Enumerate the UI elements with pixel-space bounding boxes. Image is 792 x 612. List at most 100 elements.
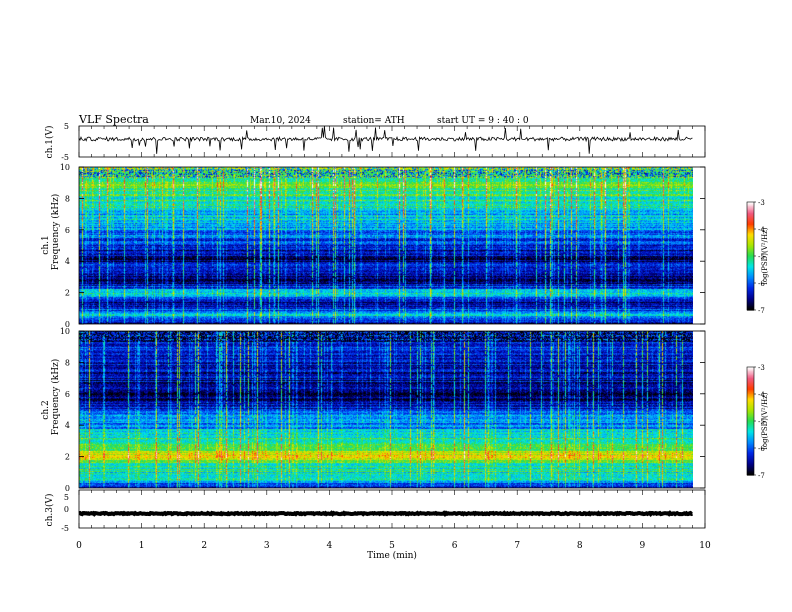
ch1-colorbar-segment	[747, 293, 754, 296]
ch1-colorbar-segment	[747, 237, 754, 240]
ch1-waveform-panel: 5 -5 ch.1(V)	[44, 122, 706, 162]
ch1-colorbar-segment	[747, 261, 754, 264]
ch1-colorbar-segment	[747, 253, 754, 256]
ch1-colorbar-segment	[747, 270, 754, 273]
ch1-spec-ytick-2: 2	[65, 289, 70, 298]
ch2-colorbar-segment	[747, 419, 754, 422]
ch1-colorbar-segment	[747, 229, 754, 231]
ch2-colorbar-segment	[747, 392, 754, 395]
ch2-colorbar-segment	[747, 384, 754, 387]
ch1-colorbar-segment	[747, 273, 754, 276]
ch2-colorbar-segment	[747, 372, 754, 375]
ch1-colorbar-segment	[747, 300, 754, 303]
ch2-colorbar-segment	[747, 414, 754, 417]
ch1-colorbar-segment	[747, 303, 754, 306]
ch1-colorbar-segment	[747, 238, 754, 241]
ch2-colorbar-segment	[747, 388, 754, 391]
ch2-colorbar-segment	[747, 435, 754, 438]
ch2-spec-ytick-4: 4	[65, 421, 70, 430]
ch2-colorbar-segment	[747, 437, 754, 440]
station-label: station= ATH	[343, 116, 405, 126]
ch1-waveform-line	[78, 125, 693, 154]
ch2-colorbar-segment	[747, 408, 754, 411]
ch1-ylabel: ch.1(V)	[44, 126, 55, 159]
ch2-colorbar-tick--5: -5	[758, 418, 765, 426]
ch1-colorbar-segment	[747, 224, 754, 227]
ch2-colorbar-segment	[747, 431, 754, 434]
ch1-colorbar-segment	[747, 289, 754, 292]
ch1-colorbar-segment	[747, 295, 754, 298]
ch1-colorbar-segment	[747, 202, 754, 204]
ch1-colorbar-segment	[747, 281, 754, 284]
ch2-colorbar-tick--6: -6	[758, 445, 765, 453]
ch1-spec-ylabel-top: ch.1	[41, 235, 51, 254]
ch1-colorbar-segment	[747, 227, 754, 230]
ch2-colorbar-segment	[747, 399, 754, 402]
ch1-colorbar-segment	[747, 254, 754, 257]
ch2-colorbar-segment	[747, 466, 754, 469]
ch2-colorbar-segment	[747, 430, 754, 433]
ch1-colorbar-tick--7: -7	[758, 307, 765, 315]
ch1-colorbar-segment	[747, 280, 754, 283]
ch2-colorbar-segment	[747, 453, 754, 456]
time-tick-4: 4	[327, 541, 333, 551]
ch1-colorbar-segment	[747, 210, 754, 213]
ch1-spec-ytick-4: 4	[65, 257, 70, 266]
ch2-spec-ytick-10: 10	[60, 327, 70, 336]
ch1-colorbar-segment	[747, 291, 754, 294]
ch1-colorbar-label: log(PSD)(V²/Hz)	[761, 227, 769, 284]
ch1-colorbar-segment	[747, 211, 754, 214]
ch1-colorbar-segment	[747, 260, 754, 262]
ch3-waveform-line	[78, 510, 693, 517]
ch2-colorbar-segment	[747, 375, 754, 378]
ch1-colorbar-segment	[747, 233, 754, 235]
ch2-colorbar-segment	[747, 429, 754, 432]
ch1-colorbar-segment	[747, 287, 754, 289]
ch2-colorbar-tick--7: -7	[758, 472, 765, 480]
ch2-colorbar-tick--4: -4	[758, 391, 765, 399]
ch1-colorbar-segment	[747, 226, 754, 229]
ch1-colorbar-segment	[747, 304, 754, 307]
ch1-colorbar-tick--3: -3	[758, 199, 765, 207]
ch2-colorbar-segment	[747, 380, 754, 383]
time-tick-5: 5	[389, 541, 395, 551]
ch1-colorbar-segment	[747, 251, 754, 254]
ch1-colorbar-segment	[747, 223, 754, 226]
ch2-colorbar-segment	[747, 383, 754, 386]
ch3-waveform-panel: 0 5 -5 ch.3(V)	[44, 489, 706, 533]
ch2-colorbar-label: log(PSD)(V²/Hz)	[761, 392, 769, 449]
time-axis-label: Time (min)	[367, 550, 417, 561]
ch2-colorbar-segment	[747, 400, 754, 403]
ch2-colorbar-segment	[747, 407, 754, 410]
time-tick-9: 9	[640, 541, 646, 551]
ch1-colorbar-segment	[747, 284, 754, 287]
ch1-colorbar-segment	[747, 266, 754, 269]
ch2-colorbar-segment	[747, 368, 754, 371]
ch1-colorbar-segment	[747, 292, 754, 295]
ch1-colorbar-segment	[747, 247, 754, 250]
ch2-colorbar-segment	[747, 369, 754, 372]
ch2-colorbar-segment	[747, 406, 754, 409]
ch2-colorbar-segment	[747, 448, 754, 450]
ch1-colorbar-tick--5: -5	[758, 253, 765, 261]
ch1-colorbar-segment	[747, 212, 754, 215]
ch1-colorbar-segment	[747, 216, 754, 219]
ch2-colorbar-segment	[747, 387, 754, 390]
ch2-colorbar-segment	[747, 398, 754, 400]
ch2-colorbar-segment	[747, 473, 754, 476]
ch1-colorbar-tick--4: -4	[758, 226, 765, 234]
ch2-colorbar-segment	[747, 395, 754, 398]
ch2-colorbar-segment	[747, 418, 754, 421]
ch1-colorbar-segment	[747, 241, 754, 244]
ch2-colorbar-segment	[747, 425, 754, 427]
ch2-colorbar-segment	[747, 421, 754, 423]
ch1-spec-ytick-6: 6	[65, 226, 70, 235]
ch1-colorbar-segment	[747, 214, 754, 217]
ch2-colorbar-segment	[747, 389, 754, 392]
ch2-colorbar-segment	[747, 423, 754, 426]
ch3-ytick-0: 0	[64, 505, 69, 514]
ch1-colorbar-segment	[747, 262, 754, 265]
ch1-spec-ytick-0: 0	[65, 320, 70, 329]
ch1-colorbar-tick--6: -6	[758, 280, 765, 288]
ch1-colorbar-segment	[747, 239, 754, 242]
